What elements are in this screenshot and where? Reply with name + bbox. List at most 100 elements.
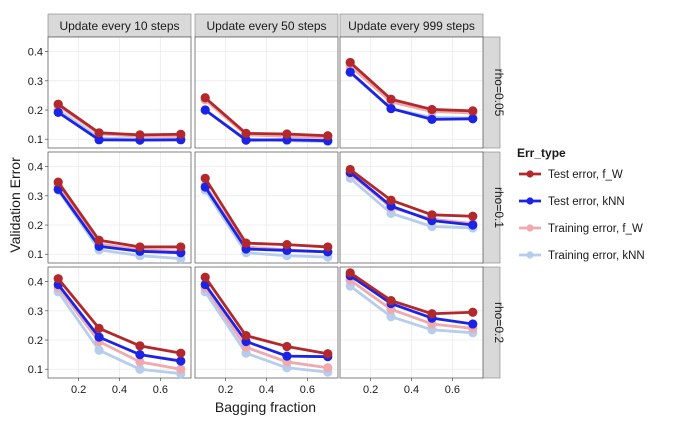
data-point-test-error-f-w bbox=[345, 268, 355, 278]
panel-border bbox=[47, 151, 192, 264]
x-tick-label: 0.2 bbox=[363, 384, 378, 396]
data-point-test-error-f-w bbox=[200, 93, 210, 103]
y-axis-title: Validation Error bbox=[7, 157, 23, 253]
data-point-test-error-f-w bbox=[323, 349, 333, 359]
data-point-test-error-f-w bbox=[53, 177, 63, 187]
series-line-test-error-knn bbox=[204, 108, 328, 143]
data-point-test-error-f-w bbox=[323, 242, 333, 252]
y-tick-label: 0.3 bbox=[28, 306, 43, 318]
x-tick-label: 0.6 bbox=[300, 384, 315, 396]
data-point-training-error-f-w bbox=[176, 364, 186, 374]
y-tick-label: 0.4 bbox=[28, 47, 43, 59]
series-line-test-error-f-w bbox=[349, 61, 473, 113]
series-line-test-error-f-w bbox=[57, 277, 182, 355]
series-line-test-error-f-w bbox=[349, 271, 473, 316]
data-point-test-error-f-w bbox=[386, 295, 396, 306]
panel-border bbox=[194, 151, 339, 264]
column-strip-label: Update every 999 steps bbox=[348, 19, 475, 33]
data-point-test-error-f-w bbox=[468, 106, 478, 116]
legend-swatch-point bbox=[526, 251, 534, 259]
series-line-test-error-f-w bbox=[349, 168, 473, 218]
series-line-test-error-knn bbox=[57, 283, 182, 363]
data-point-test-error-f-w bbox=[176, 348, 186, 358]
data-point-training-error-knn bbox=[386, 312, 396, 322]
x-tick-label: 0.4 bbox=[259, 384, 274, 396]
data-point-test-error-f-w bbox=[427, 309, 437, 319]
data-point-training-error-knn bbox=[94, 345, 104, 355]
data-point-test-error-f-w bbox=[282, 341, 292, 352]
data-point-test-error-f-w bbox=[386, 94, 396, 104]
data-point-test-error-f-w bbox=[94, 323, 104, 333]
series-line-test-error-f-w bbox=[204, 276, 329, 356]
y-tick-label: 0.1 bbox=[28, 134, 43, 146]
legend-entry-label: Test error, f_W bbox=[548, 169, 623, 181]
series-line-training-error-knn bbox=[349, 177, 473, 230]
data-point-test-error-f-w bbox=[345, 164, 355, 175]
data-point-test-error-knn bbox=[282, 351, 292, 361]
series-line-test-error-f-w bbox=[204, 96, 328, 138]
series-line-training-error-knn bbox=[57, 291, 181, 376]
data-point-test-error-knn bbox=[241, 135, 251, 145]
data-point-test-error-knn bbox=[386, 103, 396, 114]
legend-entry-label: Training error, kNN bbox=[548, 250, 645, 262]
data-point-test-error-knn bbox=[468, 319, 478, 329]
data-point-test-error-f-w bbox=[241, 238, 251, 248]
legend-entry-label: Training error, f_W bbox=[548, 223, 643, 235]
data-point-test-error-knn bbox=[200, 182, 210, 192]
data-point-test-error-f-w bbox=[94, 128, 104, 138]
series-line-training-error-knn bbox=[204, 291, 328, 374]
series-line-training-error-f-w bbox=[204, 286, 328, 370]
y-tick-label: 0.4 bbox=[28, 277, 43, 289]
legend-entry-label: Test error, kNN bbox=[548, 196, 625, 208]
data-point-test-error-f-w bbox=[176, 129, 186, 139]
series-line-test-error-knn bbox=[349, 274, 473, 326]
panel-border bbox=[47, 36, 192, 149]
data-point-test-error-knn bbox=[468, 114, 478, 124]
series-line-test-error-knn bbox=[57, 188, 181, 255]
y-tick-label: 0.2 bbox=[28, 220, 43, 232]
data-point-test-error-f-w bbox=[241, 128, 251, 138]
data-point-test-error-f-w bbox=[386, 195, 396, 205]
x-tick-label: 0.4 bbox=[404, 384, 419, 396]
data-point-test-error-knn bbox=[135, 350, 145, 360]
data-point-test-error-f-w bbox=[282, 239, 292, 250]
data-point-test-error-f-w bbox=[200, 173, 210, 183]
panel-border bbox=[339, 151, 484, 264]
row-strip-label: rho=0.1 bbox=[492, 187, 506, 228]
legend-swatch-point bbox=[526, 224, 534, 232]
x-tick-label: 0.6 bbox=[153, 384, 168, 396]
series-line-test-error-knn bbox=[349, 171, 473, 227]
y-tick-label: 0.2 bbox=[28, 105, 43, 117]
data-point-test-error-knn bbox=[53, 107, 63, 117]
series-line-training-error-knn bbox=[204, 189, 328, 259]
data-point-test-error-f-w bbox=[282, 129, 292, 139]
series-line-training-error-knn bbox=[349, 284, 473, 335]
data-point-test-error-knn bbox=[176, 356, 186, 366]
data-point-training-error-knn bbox=[135, 364, 145, 374]
series-line-training-error-f-w bbox=[57, 184, 181, 253]
data-point-test-error-f-w bbox=[94, 235, 104, 245]
data-point-test-error-knn bbox=[427, 114, 437, 124]
panel-border bbox=[339, 36, 484, 149]
y-tick-label: 0.3 bbox=[28, 76, 43, 88]
x-tick-label: 0.2 bbox=[71, 384, 86, 396]
x-tick-label: 0.4 bbox=[112, 384, 127, 396]
series-line-test-error-f-w bbox=[57, 103, 181, 137]
series-line-test-error-f-w bbox=[57, 181, 181, 249]
data-point-test-error-knn bbox=[94, 332, 104, 342]
data-point-test-error-f-w bbox=[135, 242, 145, 252]
y-tick-label: 0.3 bbox=[28, 191, 43, 203]
data-point-test-error-f-w bbox=[468, 211, 478, 221]
data-point-test-error-f-w bbox=[468, 307, 478, 317]
series-line-training-error-f-w bbox=[57, 286, 182, 371]
data-point-test-error-f-w bbox=[323, 131, 333, 141]
series-line-test-error-knn bbox=[204, 186, 328, 254]
column-strip-label: Update every 10 steps bbox=[59, 19, 179, 33]
series-line-training-error-f-w bbox=[349, 279, 473, 330]
panel-border bbox=[194, 36, 339, 149]
legend-swatch-point bbox=[526, 170, 534, 178]
data-point-test-error-knn bbox=[94, 135, 104, 145]
series-line-test-error-knn bbox=[349, 71, 473, 121]
series-line-training-error-f-w bbox=[349, 65, 473, 115]
